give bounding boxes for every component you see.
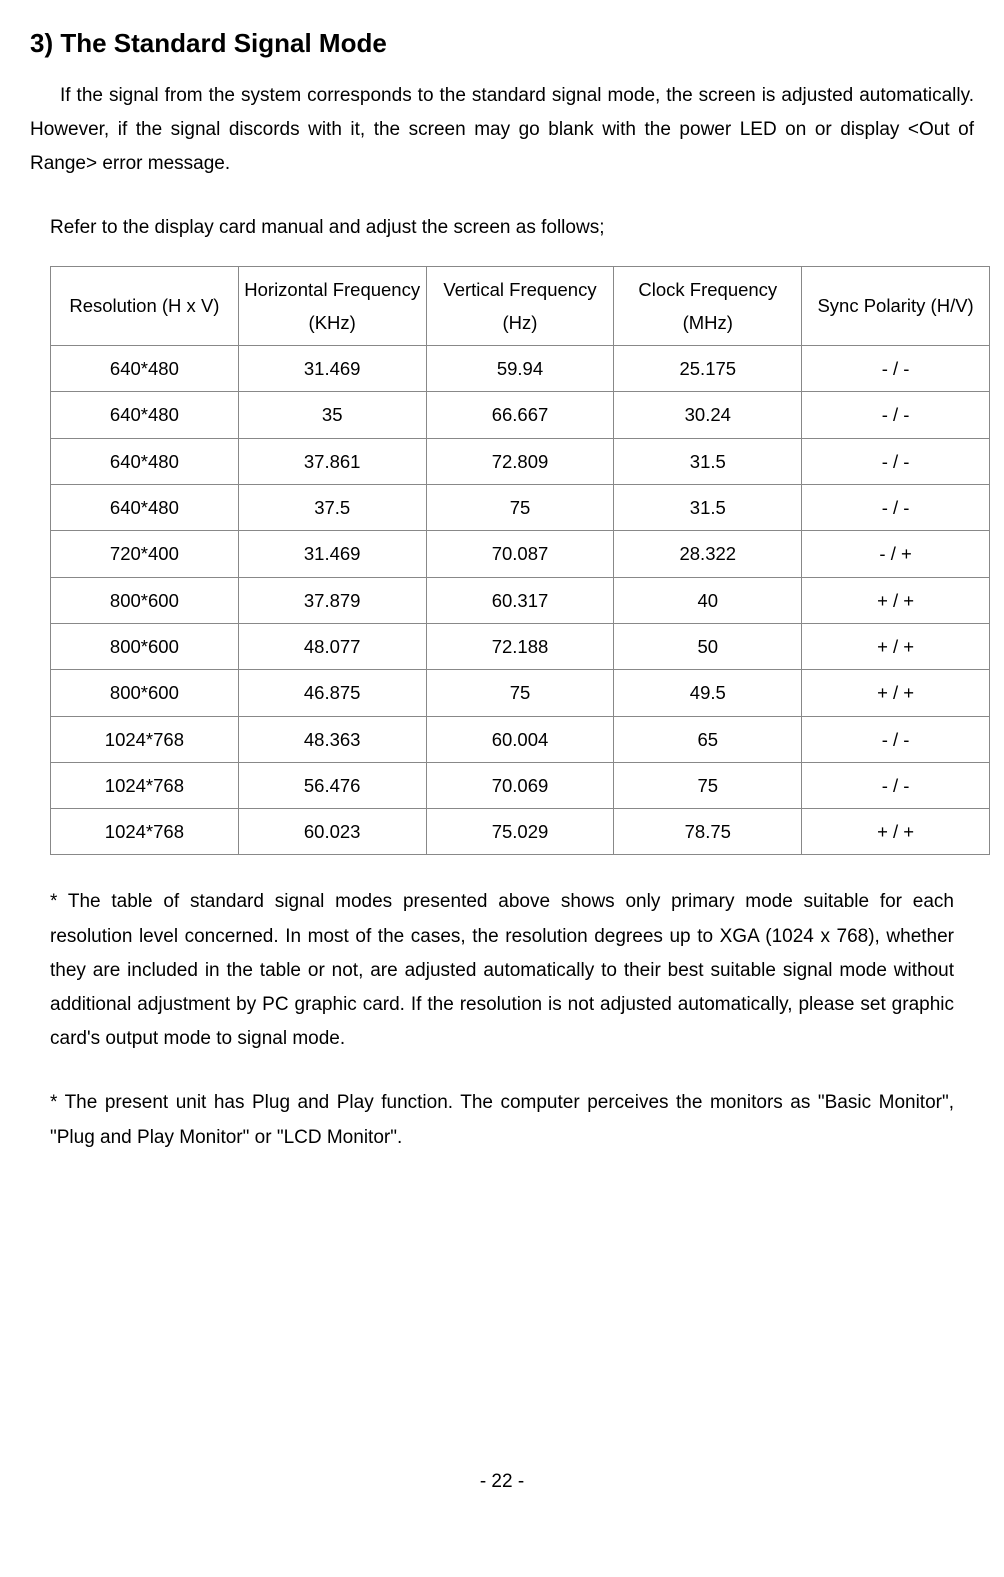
table-cell: 800*600	[51, 577, 239, 623]
table-header-cell: Sync Polarity (H/V)	[802, 266, 990, 346]
table-cell: 60.317	[426, 577, 614, 623]
table-cell: 75	[426, 670, 614, 716]
table-cell: 46.875	[238, 670, 426, 716]
note-paragraph-2: * The present unit has Plug and Play fun…	[50, 1086, 954, 1154]
section-heading: 3) The Standard Signal Mode	[30, 20, 974, 67]
table-cell: 70.087	[426, 531, 614, 577]
table-cell: 1024*768	[51, 716, 239, 762]
table-cell: 59.94	[426, 346, 614, 392]
intro-paragraph: If the signal from the system correspond…	[30, 79, 974, 182]
table-cell: 31.469	[238, 531, 426, 577]
table-cell: - / -	[802, 762, 990, 808]
table-cell: 31.469	[238, 346, 426, 392]
table-row: 1024*76848.36360.00465- / -	[51, 716, 990, 762]
table-cell: 31.5	[614, 485, 802, 531]
table-header-cell: Clock Frequency (MHz)	[614, 266, 802, 346]
table-cell: + / +	[802, 809, 990, 855]
table-cell: 75	[614, 762, 802, 808]
table-cell: 720*400	[51, 531, 239, 577]
table-cell: 800*600	[51, 670, 239, 716]
note-paragraph-1: * The table of standard signal modes pre…	[50, 885, 954, 1056]
table-header-cell: Vertical Frequency (Hz)	[426, 266, 614, 346]
table-cell: 72.809	[426, 438, 614, 484]
table-cell: - / -	[802, 485, 990, 531]
signal-mode-table: Resolution (H x V) Horizontal Frequency …	[50, 266, 990, 856]
table-cell: 640*480	[51, 392, 239, 438]
table-row: 1024*76856.47670.06975- / -	[51, 762, 990, 808]
table-row: 640*48037.57531.5- / -	[51, 485, 990, 531]
table-header-row: Resolution (H x V) Horizontal Frequency …	[51, 266, 990, 346]
table-cell: 37.5	[238, 485, 426, 531]
table-cell: 78.75	[614, 809, 802, 855]
table-cell: 60.004	[426, 716, 614, 762]
table-cell: 50	[614, 623, 802, 669]
table-row: 1024*76860.02375.02978.75+ / +	[51, 809, 990, 855]
table-cell: 60.023	[238, 809, 426, 855]
table-cell: 40	[614, 577, 802, 623]
table-body: 640*48031.46959.9425.175- / -640*4803566…	[51, 346, 990, 855]
table-cell: - / -	[802, 346, 990, 392]
table-cell: - / -	[802, 438, 990, 484]
table-row: 800*60046.8757549.5+ / +	[51, 670, 990, 716]
table-row: 640*48031.46959.9425.175- / -	[51, 346, 990, 392]
table-cell: 66.667	[426, 392, 614, 438]
table-row: 800*60048.07772.18850+ / +	[51, 623, 990, 669]
table-cell: 75.029	[426, 809, 614, 855]
table-cell: 48.363	[238, 716, 426, 762]
table-cell: 31.5	[614, 438, 802, 484]
table-cell: 30.24	[614, 392, 802, 438]
table-header-cell: Horizontal Frequency (KHz)	[238, 266, 426, 346]
table-cell: 640*480	[51, 485, 239, 531]
table-row: 640*48037.86172.80931.5- / -	[51, 438, 990, 484]
table-cell: 70.069	[426, 762, 614, 808]
table-row: 800*60037.87960.31740+ / +	[51, 577, 990, 623]
table-cell: 37.879	[238, 577, 426, 623]
table-cell: 35	[238, 392, 426, 438]
table-cell: 1024*768	[51, 762, 239, 808]
table-row: 720*40031.46970.08728.322- / +	[51, 531, 990, 577]
page-number: - 22 -	[30, 1465, 974, 1499]
table-cell: + / +	[802, 623, 990, 669]
table-header-cell: Resolution (H x V)	[51, 266, 239, 346]
table-cell: 56.476	[238, 762, 426, 808]
table-cell: + / +	[802, 670, 990, 716]
refer-paragraph: Refer to the display card manual and adj…	[50, 211, 974, 245]
table-row: 640*4803566.66730.24- / -	[51, 392, 990, 438]
table-cell: + / +	[802, 577, 990, 623]
table-cell: - / +	[802, 531, 990, 577]
table-cell: 28.322	[614, 531, 802, 577]
table-cell: - / -	[802, 716, 990, 762]
table-cell: 800*600	[51, 623, 239, 669]
table-cell: 1024*768	[51, 809, 239, 855]
table-cell: 49.5	[614, 670, 802, 716]
table-cell: 48.077	[238, 623, 426, 669]
table-cell: 640*480	[51, 346, 239, 392]
table-cell: 640*480	[51, 438, 239, 484]
table-cell: 75	[426, 485, 614, 531]
table-cell: - / -	[802, 392, 990, 438]
table-cell: 65	[614, 716, 802, 762]
table-cell: 37.861	[238, 438, 426, 484]
table-cell: 72.188	[426, 623, 614, 669]
table-cell: 25.175	[614, 346, 802, 392]
